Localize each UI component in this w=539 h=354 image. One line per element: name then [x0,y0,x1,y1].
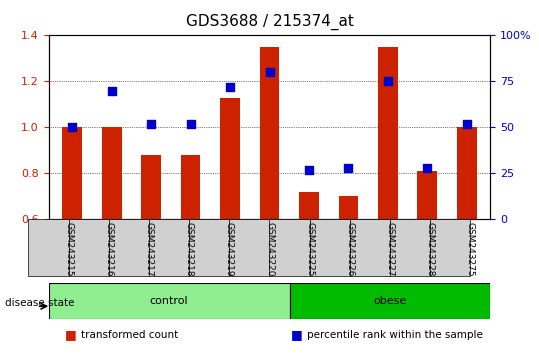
Point [384,79,392,84]
Text: GDS3688 / 215374_at: GDS3688 / 215374_at [185,14,354,30]
Point [147,121,155,127]
Text: GSM243219: GSM243219 [225,222,234,277]
FancyBboxPatch shape [350,219,390,276]
Point [344,165,353,171]
FancyBboxPatch shape [149,219,189,276]
FancyBboxPatch shape [229,219,270,276]
Text: control: control [150,296,188,306]
Text: GSM243220: GSM243220 [265,222,274,277]
FancyBboxPatch shape [109,219,149,276]
Point [265,69,274,75]
FancyBboxPatch shape [49,283,289,319]
Bar [457,127,476,219]
Point [186,121,195,127]
Bar [181,155,201,219]
Point [226,84,234,90]
FancyBboxPatch shape [430,219,471,276]
Point [462,121,471,127]
Bar [418,171,437,219]
Bar [260,47,279,219]
Point [68,125,77,130]
FancyBboxPatch shape [68,219,109,276]
Bar [141,155,161,219]
Text: percentile rank within the sample: percentile rank within the sample [307,330,483,339]
Text: GSM243227: GSM243227 [385,222,395,277]
Text: transformed count: transformed count [81,330,178,339]
Bar [102,127,121,219]
Text: obese: obese [374,296,406,306]
Text: ■: ■ [291,328,303,341]
FancyBboxPatch shape [310,219,350,276]
Text: GSM243228: GSM243228 [426,222,435,277]
FancyBboxPatch shape [390,219,430,276]
Text: GSM243225: GSM243225 [305,222,314,277]
Point [423,165,432,171]
FancyBboxPatch shape [29,219,68,276]
Text: GSM243216: GSM243216 [104,222,113,277]
FancyBboxPatch shape [289,283,490,319]
Text: GSM243217: GSM243217 [144,222,154,277]
Point [107,88,116,93]
Text: GSM243275: GSM243275 [466,222,475,277]
Text: GSM243215: GSM243215 [64,222,73,277]
Bar [378,47,398,219]
Bar [338,196,358,219]
Point [305,167,313,173]
Text: disease state: disease state [5,298,75,308]
FancyBboxPatch shape [270,219,310,276]
Text: GSM243226: GSM243226 [345,222,354,277]
Bar [299,192,319,219]
FancyBboxPatch shape [189,219,229,276]
Bar [63,127,82,219]
Bar [220,97,240,219]
Text: GSM243218: GSM243218 [185,222,194,277]
Text: ■: ■ [65,328,77,341]
